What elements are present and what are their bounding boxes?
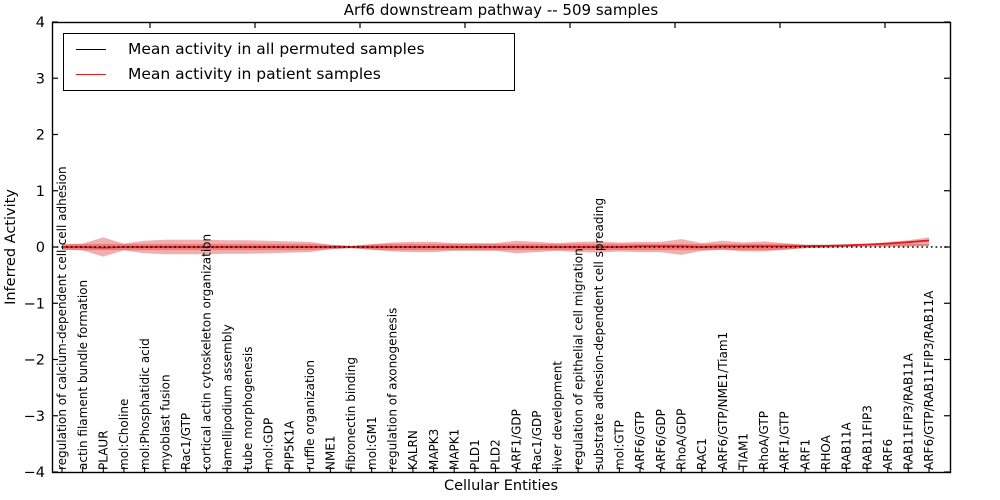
x-tick-label: mol:Choline: [117, 399, 131, 470]
x-tick-label: Rac1/GDP: [530, 411, 544, 470]
x-tick-label: fibronectin binding: [344, 357, 358, 470]
legend-label-patient: Mean activity in patient samples: [128, 64, 381, 83]
y-tick-label: 1: [36, 184, 45, 200]
patient-line-sample: [76, 73, 106, 75]
x-tick-label: substrate adhesion-dependent cell spread…: [592, 198, 606, 470]
x-tick-label: RAC1: [695, 438, 709, 470]
x-tick-label: mol:GTP: [613, 420, 627, 470]
y-tick-label: −1: [24, 296, 45, 312]
x-tick-label: RAB11FIP3/RAB11A: [902, 353, 916, 470]
x-tick-label: ARF6/GTP: [633, 411, 647, 470]
y-axis-label: Inferred Activity: [3, 189, 19, 305]
y-tick-label: 0: [36, 240, 45, 256]
x-tick-label: ARF1/GTP: [778, 411, 792, 470]
x-tick-label: mol:GDP: [262, 418, 276, 470]
x-tick-label: ARF6/GTP/RAB11FIP3/RAB11A: [922, 290, 936, 470]
x-tick-label: KALRN: [406, 430, 420, 470]
y-tick-label: −4: [24, 465, 45, 481]
x-tick-label: ARF1/GDP: [509, 409, 523, 470]
y-tick-label: 2: [36, 128, 45, 144]
legend-item-permuted: Mean activity in all permuted samples: [64, 41, 514, 58]
x-tick-label: Rac1/GTP: [179, 413, 193, 470]
x-tick-label: ARF6/GDP: [654, 409, 668, 470]
x-tick-label: lamellipodium assembly: [220, 324, 234, 470]
x-tick-label: PLD1: [468, 439, 482, 470]
x-tick-label: cortical actin cytoskeleton organization: [200, 234, 214, 470]
x-tick-label: ruffle organization: [303, 360, 317, 470]
x-tick-labels: regulation of calcium-dependent cell-cel…: [55, 166, 936, 471]
x-tick-label: MAPK3: [427, 429, 441, 470]
y-tick-label: −3: [24, 409, 45, 425]
x-tick-label: mol:GM1: [365, 416, 379, 470]
x-axis-category-ticks: [61, 467, 930, 472]
x-tick-label: TIAM1: [736, 433, 750, 471]
x-tick-label: PIP5K1A: [282, 420, 296, 470]
y-tick-label: 3: [36, 71, 45, 87]
x-tick-label: liver development: [551, 361, 565, 470]
x-tick-label: RhoA/GDP: [675, 409, 689, 470]
x-tick-label: PLD2: [489, 439, 503, 470]
x-tick-label: regulation of axonogenesis: [386, 308, 400, 470]
y-axis-ticks: 4 3 2 1 0 −1 −2 −3 −4: [24, 15, 950, 481]
x-tick-label: mol:Phosphatidic acid: [138, 338, 152, 470]
x-tick-label: RhoA/GTP: [757, 411, 771, 470]
x-tick-label: actin filament bundle formation: [76, 280, 90, 470]
x-tick-label: ARF6/GTP/NME1/Tiam1: [716, 332, 730, 470]
x-tick-label: RAB11FIP3: [860, 405, 874, 470]
x-axis-label: Cellular Entities: [443, 478, 559, 494]
patient-mean-line: [62, 239, 930, 249]
legend-item-patient: Mean activity in patient samples: [64, 64, 514, 83]
top-axis-ticks: [149, 22, 886, 28]
x-tick-label: tube morphogenesis: [241, 347, 255, 470]
x-tick-label: RAB11A: [840, 421, 854, 470]
legend-label-permuted: Mean activity in all permuted samples: [128, 40, 425, 59]
chart-title: Arf6 downstream pathway -- 509 samples: [343, 1, 659, 19]
x-tick-label: regulation of calcium-dependent cell-cel…: [55, 166, 69, 470]
x-tick-label: RHOA: [819, 434, 833, 470]
x-tick-label: ARF1: [798, 439, 812, 470]
x-tick-label: MAPK1: [447, 429, 461, 470]
y-tick-label: −2: [24, 353, 45, 369]
y-tick-label: 4: [36, 15, 45, 31]
x-tick-label: regulation of epithelial cell migration: [571, 248, 585, 470]
x-tick-label: NME1: [324, 435, 338, 470]
x-tick-label: PLAUR: [97, 430, 111, 470]
x-tick-label: myoblast fusion: [158, 374, 172, 470]
x-tick-label: ARF6: [881, 439, 895, 470]
legend: Mean activity in all permuted samples Me…: [63, 33, 515, 91]
permuted-line-sample: [76, 49, 106, 51]
